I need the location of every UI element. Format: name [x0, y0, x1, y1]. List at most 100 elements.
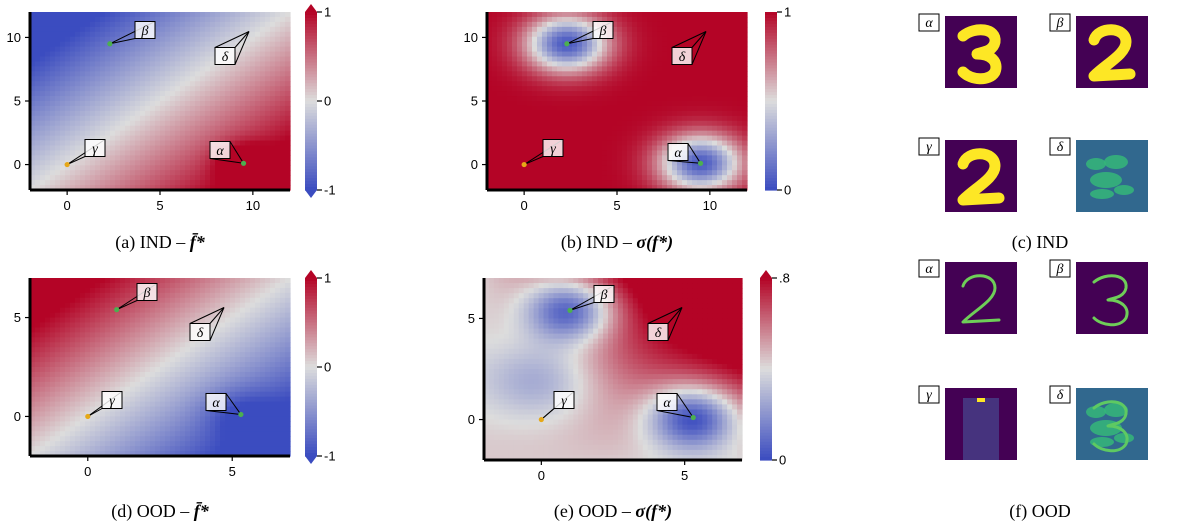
heatmap-cell — [522, 110, 528, 117]
heatmap-cell — [35, 307, 41, 314]
heatmap-cell — [130, 436, 136, 442]
heatmap-cell — [165, 371, 171, 378]
heatmap-cell — [215, 135, 221, 142]
heatmap-cell — [220, 71, 226, 77]
heatmap-cell — [662, 71, 668, 77]
heatmap-cell — [487, 101, 493, 107]
heatmap-cell — [235, 76, 241, 82]
heatmap-cell — [687, 140, 693, 147]
heatmap-cell — [497, 76, 503, 82]
heatmap-cell — [80, 150, 86, 156]
heatmap-cell — [592, 155, 598, 161]
heatmap-cell — [30, 451, 36, 457]
heatmap-cell — [702, 110, 708, 117]
heatmap-cell — [557, 21, 563, 28]
heatmap-cell — [170, 115, 176, 122]
heatmap-cell — [170, 46, 176, 53]
heatmap-cell — [215, 41, 221, 48]
heatmap-cell — [45, 391, 51, 398]
heatmap-cell — [165, 391, 171, 398]
heatmap-cell — [70, 105, 76, 112]
heatmap-cell — [50, 362, 56, 368]
heatmap-cell — [95, 307, 101, 314]
heatmap-cell — [105, 426, 111, 432]
heatmap-cell — [95, 31, 101, 38]
heatmap-cell — [200, 130, 206, 137]
heatmap-cell — [95, 352, 101, 358]
heatmap-cell — [75, 342, 81, 348]
heatmap-cell — [185, 105, 191, 112]
heatmap-cell — [160, 12, 166, 18]
heatmap-cell — [587, 115, 593, 122]
heatmap-cell — [95, 36, 101, 43]
heatmap-cell — [90, 297, 96, 304]
heatmap-cell — [95, 86, 101, 92]
heatmap-cell — [562, 130, 568, 137]
heatmap-cell — [245, 175, 251, 181]
heatmap-cell — [115, 105, 121, 112]
heatmap-cell — [722, 140, 728, 147]
heatmap-cell — [190, 16, 196, 23]
heatmap-cell — [502, 101, 508, 107]
heatmap-cell — [160, 421, 166, 427]
heatmap-cell — [230, 71, 236, 77]
heatmap-cell — [130, 391, 136, 398]
heatmap-cell — [110, 51, 116, 58]
colorbar-segment — [305, 151, 317, 155]
heatmap-cell — [75, 297, 81, 304]
heatmap-cell — [180, 155, 186, 161]
heatmap-cell — [707, 56, 713, 63]
heatmap-cell — [250, 21, 256, 28]
heatmap-cell — [115, 337, 121, 343]
heatmap-cell — [100, 180, 106, 186]
callout-line — [214, 31, 250, 48]
heatmap-cell — [527, 150, 533, 156]
colorbar-segment — [305, 145, 317, 150]
heatmap-cell — [70, 357, 76, 363]
heatmap-cell — [205, 160, 211, 166]
heatmap-cell — [65, 406, 71, 413]
heatmap-cell — [130, 337, 136, 343]
heatmap-cell — [195, 51, 201, 58]
heatmap-cell — [125, 347, 131, 353]
heatmap-cell — [155, 421, 161, 427]
heatmap-cell — [557, 56, 563, 63]
heatmap-cell — [95, 155, 101, 161]
heatmap-cell — [707, 66, 713, 72]
heatmap-cell — [70, 337, 76, 343]
heatmap-cell — [542, 130, 548, 137]
heatmap-cell — [582, 91, 588, 97]
heatmap-cell — [210, 81, 216, 87]
callout-line — [234, 31, 250, 48]
heatmap-cell — [642, 160, 648, 166]
heatmap-cell — [210, 12, 216, 18]
heatmap-cell — [742, 145, 748, 152]
heatmap-cell — [245, 81, 251, 87]
heatmap-cell — [105, 322, 111, 329]
heatmap-cell — [240, 135, 246, 142]
heatmap-cell — [40, 307, 46, 314]
heatmap-cell — [110, 71, 116, 77]
heatmap-cell — [672, 16, 678, 23]
heatmap-cell — [85, 307, 91, 314]
heatmap-cell — [105, 36, 111, 43]
heatmap-cell — [105, 287, 111, 294]
heatmap-cell — [652, 165, 658, 171]
heatmap-cell — [95, 381, 101, 388]
heatmap-cell — [75, 371, 81, 378]
heatmap-cell — [697, 16, 703, 23]
heatmap-cell — [597, 66, 603, 72]
heatmap-cell — [557, 135, 563, 142]
heatmap-cell — [522, 145, 528, 152]
heatmap-cell — [697, 185, 703, 191]
heatmap-cell — [110, 347, 116, 353]
heatmap-cell — [75, 416, 81, 422]
heatmap-cell — [110, 416, 116, 422]
heatmap-cell — [55, 302, 61, 309]
heatmap-cell — [667, 91, 673, 97]
heatmap-cell — [742, 101, 748, 107]
heatmap-cell — [140, 61, 146, 67]
heatmap-cell — [512, 56, 518, 63]
heatmap-cell — [155, 12, 161, 18]
heatmap-cell — [65, 21, 71, 28]
